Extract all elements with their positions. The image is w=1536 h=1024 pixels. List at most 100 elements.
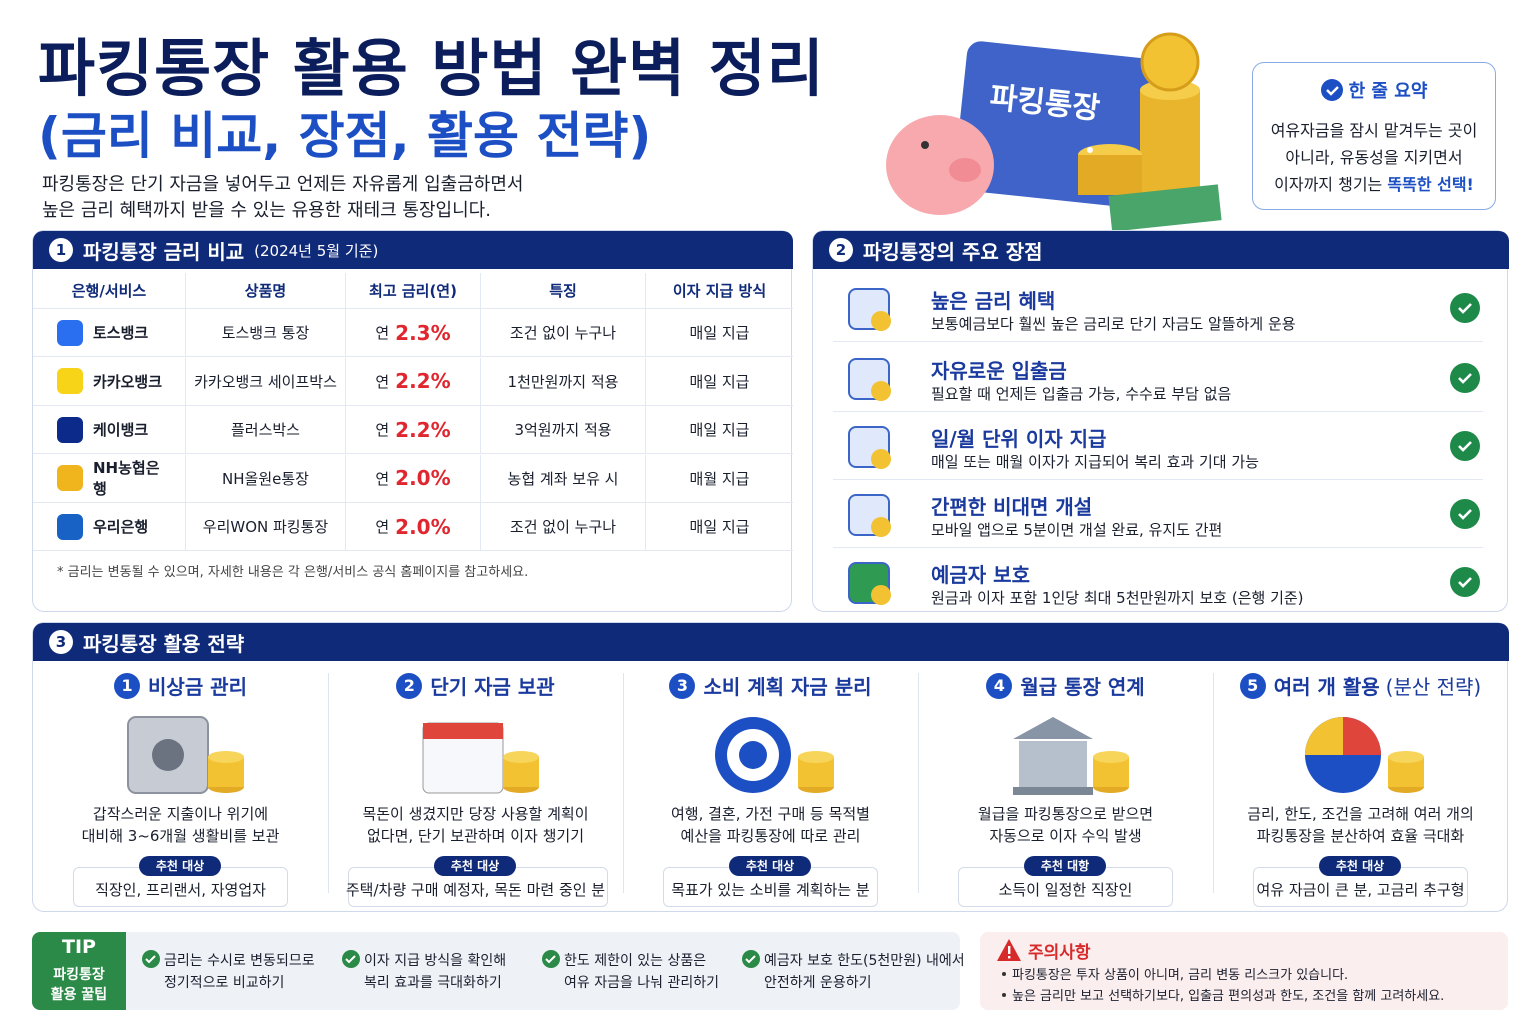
icon-part xyxy=(1343,717,1381,755)
icon-part xyxy=(1458,303,1472,314)
cell-text: 카카오뱅크 세이프박스 xyxy=(194,372,337,391)
icon-part xyxy=(798,751,834,763)
rate-prefix: 연 xyxy=(375,324,390,342)
icon-part xyxy=(208,751,244,763)
icon-part xyxy=(715,717,834,793)
section-header: 1 파킹통장 금리 비교 (2024년 5월 기준) xyxy=(33,231,793,269)
table-cell: 카카오뱅크 xyxy=(33,357,186,406)
icon-part xyxy=(545,955,556,964)
cell-text: 3억원까지 적용 xyxy=(514,421,612,439)
benefit-description: 보통예금보다 훨씬 높은 금리로 단기 자금도 알뜰하게 운용 xyxy=(931,315,1296,333)
icon-part xyxy=(1458,509,1472,520)
rate-prefix: 연 xyxy=(375,421,390,439)
icon-part xyxy=(1078,155,1142,195)
strategy-description: 예산을 파킹통장에 따로 관리 xyxy=(680,827,861,845)
table-cell: 우리WON 파킹통장 xyxy=(186,503,346,551)
icon-part xyxy=(127,716,244,794)
strategy-description: 갑작스러운 지출이나 위기에 xyxy=(92,805,269,823)
cell-text: 매일 지급 xyxy=(689,518,750,536)
tip-text: 정기적으로 비교하기 xyxy=(164,975,285,991)
icon-part xyxy=(345,955,356,964)
cell-text: 조건 없이 누구나 xyxy=(509,518,617,536)
icon-part xyxy=(1019,741,1087,787)
table-cell: 조건 없이 누구나 xyxy=(481,503,646,551)
table-cell: 농협 계좌 보유 시 xyxy=(481,454,646,503)
bullet xyxy=(1002,993,1006,997)
icon-part xyxy=(152,739,184,771)
table-cell: 조건 없이 누구나 xyxy=(481,309,646,357)
icon-part xyxy=(1458,441,1472,452)
badge: 추천 대상 xyxy=(139,856,221,876)
summary-title-row: 한 줄 요약 xyxy=(1253,77,1495,103)
icon-part xyxy=(848,562,891,605)
icon-part xyxy=(949,158,981,182)
caution-box: 주의사항 파킹통장은 투자 상품이 아니며, 금리 변동 리스크가 있습니다. 높은… xyxy=(980,932,1508,1010)
bank-logo xyxy=(57,416,83,443)
icon-part xyxy=(886,32,1222,232)
section-note: (2024년 5월 기준) xyxy=(254,241,379,260)
icon-part xyxy=(145,955,156,964)
strategy-description: 월급을 파킹통장으로 받으면 xyxy=(977,805,1154,823)
strategy-icon xyxy=(1003,709,1133,801)
section-header: 3 파킹통장 활용 전략 xyxy=(33,623,1509,661)
bank-logo xyxy=(57,368,83,394)
table-cell: 매일 지급 xyxy=(646,406,793,454)
description: 높은 금리 혜택까지 받을 수 있는 유용한 재테크 통장입니다. xyxy=(42,200,491,221)
table-cell: 연 2.0% xyxy=(346,454,481,503)
icon-part xyxy=(997,939,1021,961)
icon-part xyxy=(145,955,156,964)
table-cell: 토스뱅크 통장 xyxy=(186,309,346,357)
benefit-icon xyxy=(843,489,895,541)
table-cell: NH농협은행 xyxy=(33,454,186,503)
table-cell: 3억원까지 적용 xyxy=(481,406,646,454)
column-header: 특징 xyxy=(481,273,646,309)
check-icon xyxy=(1450,431,1480,461)
caution-title: 주의사항 xyxy=(1028,943,1091,963)
description: 파킹통장은 단기 자금을 넣어두고 언제든 자유롭게 입출금하면서 xyxy=(42,174,524,195)
benefit-icon xyxy=(843,421,895,473)
strategy-number: 3 xyxy=(669,672,696,699)
rate-prefix: 연 xyxy=(375,372,390,391)
check-icon xyxy=(1450,499,1480,529)
table-cell: 1천만원까지 적용 xyxy=(481,357,646,406)
strategy-number: 5 xyxy=(1239,672,1266,699)
check-icon xyxy=(1450,293,1480,323)
hero-illustration xyxy=(880,30,1240,232)
bank-name: 케이뱅크 xyxy=(93,421,149,439)
target: 직장인, 프리랜서, 자영업자 xyxy=(95,881,266,899)
tip-text: 금리는 수시로 변동되므로 xyxy=(164,953,315,969)
cell-text: 토스뱅크 통장 xyxy=(221,324,310,342)
bank-logo xyxy=(57,319,83,346)
strategies-panel: 3 파킹통장 활용 전략 1 비상금 관리 갑작스러운 지출이나 위기에 대비해 3~6개… xyxy=(32,622,1509,912)
summary-line: 아니라, 유동성을 지키면서 xyxy=(1285,148,1463,167)
rate-value: 2.2% xyxy=(395,369,451,393)
summary-highlight: 똑똑한 선택! xyxy=(1387,175,1474,194)
tip-label: TIP xyxy=(62,936,96,958)
check-icon xyxy=(1450,363,1480,393)
section-number: 2 xyxy=(829,238,853,262)
check-icon xyxy=(1320,79,1343,101)
icon-part xyxy=(1325,86,1339,96)
cell-text: 매월 지급 xyxy=(689,469,750,488)
icon-part xyxy=(1458,373,1472,384)
summary-line: 여유자금을 잠시 맡겨두는 곳이 xyxy=(1270,121,1478,140)
table-cell: 매일 지급 xyxy=(646,358,793,406)
badge: 추천 대항 xyxy=(1024,856,1106,876)
badge: 추천 대상 xyxy=(434,856,516,876)
rate-value: 2.2% xyxy=(395,417,451,442)
benefit-description: 필요할 때 언제든 입출금 가능, 수수료 부담 없음 xyxy=(931,385,1232,403)
strategy-title-row: 5 여러 개 활용 (분산 전략) xyxy=(1213,671,1508,700)
strategy-description: 파킹통장을 분산하여 효율 극대화 xyxy=(1256,827,1465,845)
table-cell: 매일 지급 xyxy=(646,309,793,357)
footnote: * 금리는 변동될 수 있으며, 자세한 내용은 각 은행/서비스 공식 홈페이… xyxy=(57,565,529,580)
icon-part xyxy=(503,751,539,763)
cell-text: 조건 없이 누구나 xyxy=(509,324,617,342)
strategy-icon xyxy=(1298,709,1428,801)
table-cell: NH올원e통장 xyxy=(186,454,346,503)
divider xyxy=(833,479,1483,480)
strategy-title: 단기 자금 보관 xyxy=(430,675,555,699)
cell-text: 매일 지급 xyxy=(689,324,750,342)
icon-part xyxy=(1013,717,1093,739)
tip-box: TIP 파킹통장 활용 꿀팁 금리는 수시로 변동되므로 정기적으로 비교하기 이자 지급… xyxy=(32,932,965,1010)
